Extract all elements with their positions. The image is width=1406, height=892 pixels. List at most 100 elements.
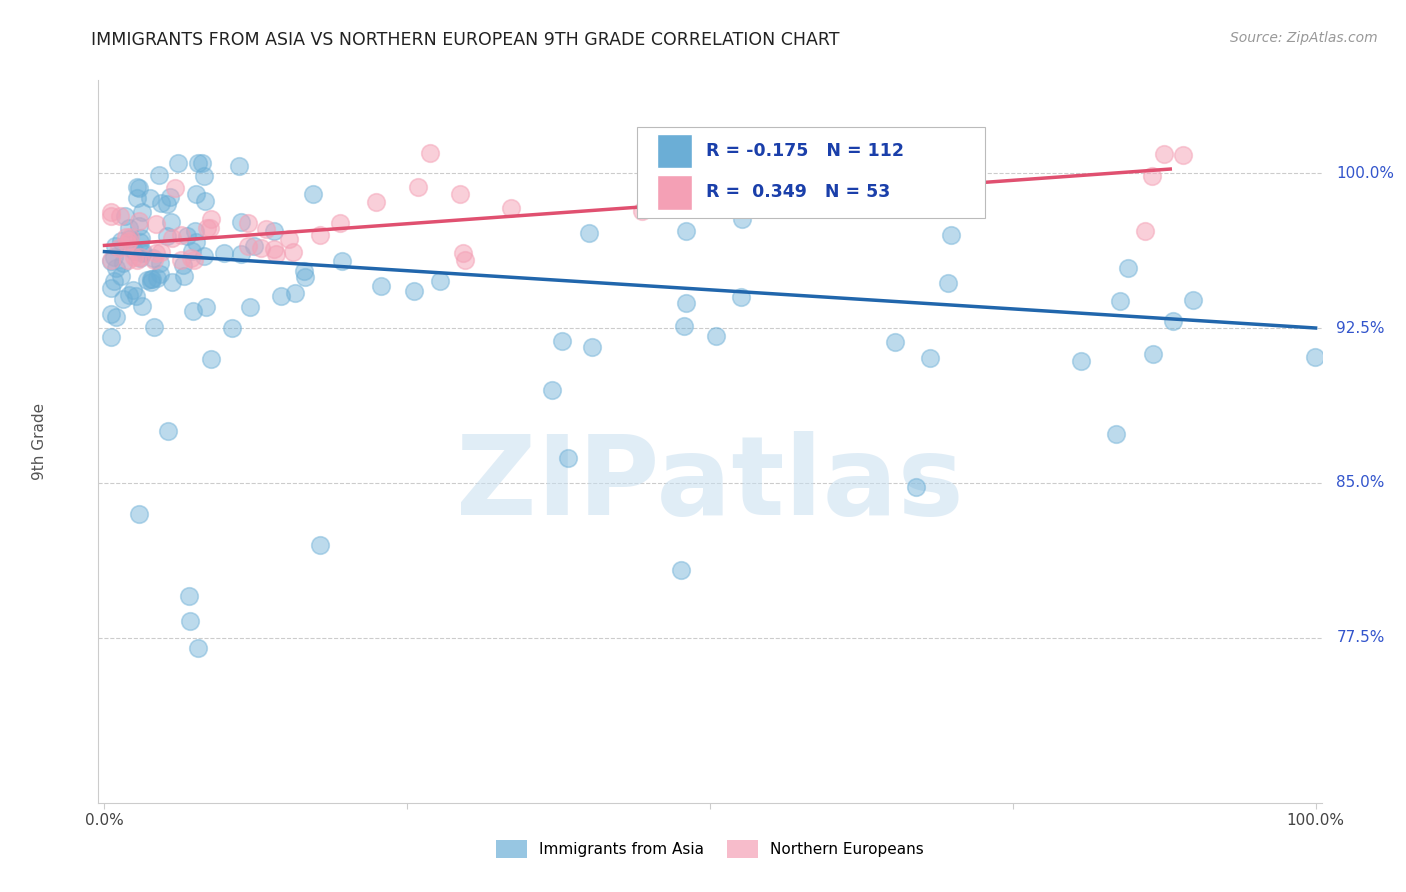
Point: [149, 268, 172, 282]
Point: [243, 238, 266, 252]
Point: [308, 227, 330, 242]
Bar: [658, 134, 692, 169]
Point: [918, 351, 941, 366]
Point: [221, 321, 243, 335]
Point: [127, 191, 149, 205]
Point: [308, 538, 330, 552]
Point: [301, 187, 323, 202]
Legend: Immigrants from Asia, Northern Europeans: Immigrants from Asia, Northern Europeans: [491, 834, 929, 863]
Point: [150, 244, 173, 259]
Point: [1116, 261, 1139, 276]
Point: [176, 229, 198, 244]
Point: [706, 329, 728, 343]
Point: [121, 283, 143, 297]
Point: [111, 293, 134, 307]
Point: [114, 210, 136, 224]
Point: [108, 241, 131, 255]
Point: [264, 246, 287, 260]
Point: [110, 269, 132, 284]
Point: [100, 281, 122, 295]
Point: [128, 219, 150, 233]
Point: [118, 287, 141, 301]
Point: [1153, 146, 1175, 161]
Point: [160, 275, 183, 289]
Point: [184, 224, 207, 238]
Point: [156, 197, 179, 211]
Point: [100, 209, 122, 223]
Point: [141, 272, 163, 286]
Point: [131, 245, 153, 260]
Point: [727, 171, 749, 186]
Point: [104, 238, 127, 252]
Point: [117, 252, 139, 267]
Point: [100, 307, 122, 321]
Text: 85.0%: 85.0%: [1336, 475, 1385, 491]
Point: [105, 310, 128, 324]
Point: [228, 159, 250, 173]
Point: [449, 186, 471, 201]
Point: [128, 507, 150, 521]
Point: [103, 251, 125, 265]
Point: [1105, 426, 1128, 441]
Point: [125, 252, 148, 267]
Point: [190, 156, 212, 170]
Point: [551, 334, 574, 349]
Point: [117, 232, 139, 246]
Point: [115, 236, 138, 251]
Point: [100, 253, 122, 268]
Point: [212, 246, 235, 260]
Point: [142, 252, 165, 267]
Point: [263, 242, 285, 256]
Point: [453, 246, 475, 260]
Point: [173, 268, 195, 283]
Text: Source: ZipAtlas.com: Source: ZipAtlas.com: [1230, 31, 1378, 45]
Point: [149, 196, 172, 211]
Point: [419, 145, 441, 160]
Point: [142, 251, 165, 265]
Point: [159, 215, 181, 229]
Point: [103, 274, 125, 288]
Point: [181, 244, 204, 258]
Point: [630, 204, 652, 219]
Point: [159, 190, 181, 204]
Point: [292, 264, 315, 278]
Point: [114, 230, 136, 244]
Point: [229, 247, 252, 261]
Point: [138, 190, 160, 204]
Point: [139, 272, 162, 286]
Point: [270, 288, 292, 302]
Point: [429, 274, 451, 288]
Point: [557, 451, 579, 466]
Point: [165, 181, 187, 195]
Point: [160, 231, 183, 245]
Point: [675, 225, 697, 239]
Point: [294, 269, 316, 284]
Point: [179, 614, 201, 628]
Point: [100, 330, 122, 344]
Text: R = -0.175   N = 112: R = -0.175 N = 112: [706, 142, 904, 160]
Point: [1108, 294, 1130, 309]
Point: [730, 290, 752, 304]
Point: [145, 246, 167, 260]
Point: [129, 231, 152, 245]
Point: [1181, 293, 1204, 307]
Point: [200, 212, 222, 227]
Point: [100, 252, 122, 267]
Point: [1070, 354, 1092, 368]
Point: [329, 216, 352, 230]
Point: [1133, 224, 1156, 238]
Text: IMMIGRANTS FROM ASIA VS NORTHERN EUROPEAN 9TH GRADE CORRELATION CHART: IMMIGRANTS FROM ASIA VS NORTHERN EUROPEA…: [91, 31, 839, 49]
Point: [402, 284, 425, 298]
Point: [250, 241, 273, 255]
Point: [905, 480, 928, 494]
Point: [187, 640, 209, 655]
Point: [762, 173, 785, 187]
Point: [453, 252, 475, 267]
Point: [581, 340, 603, 354]
Point: [673, 319, 696, 334]
Point: [283, 244, 305, 259]
Text: 77.5%: 77.5%: [1336, 630, 1385, 645]
Point: [200, 351, 222, 366]
Point: [1171, 147, 1194, 161]
Point: [254, 222, 277, 236]
